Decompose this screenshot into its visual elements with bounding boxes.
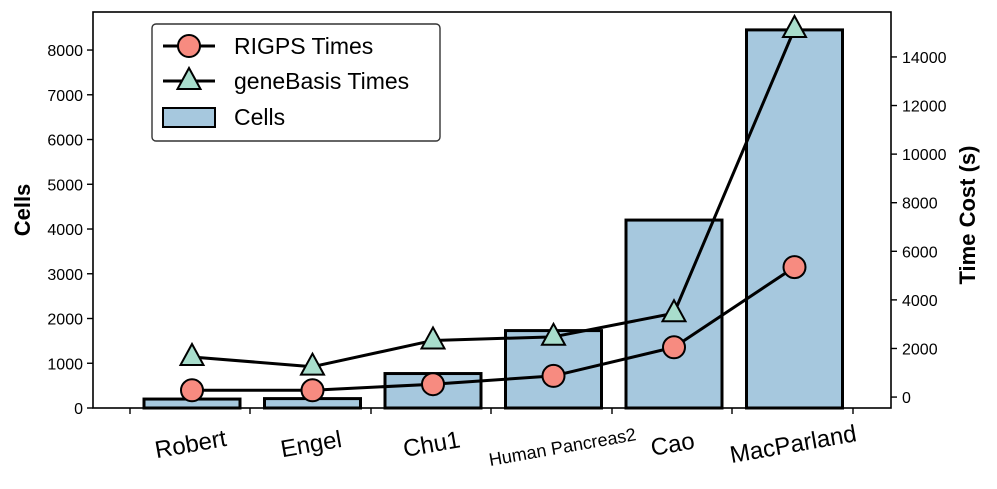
x-category-label: Robert <box>153 425 229 464</box>
point-circle-2 <box>421 372 445 397</box>
point-triangle-2 <box>419 325 447 350</box>
legend-label-genebasis: geneBasis Times <box>234 68 409 94</box>
series-line-circle <box>192 265 796 392</box>
right-axis-title: Time Cost (s) <box>955 146 980 285</box>
left-tick-label: 2000 <box>47 312 83 329</box>
series-line-triangle <box>191 28 796 369</box>
x-category-label: Cao <box>649 427 697 461</box>
right-tick-label: 4000 <box>902 293 938 310</box>
right-tick-label: 10000 <box>902 147 947 164</box>
left-tick-label: 7000 <box>47 88 83 105</box>
left-tick-label: 6000 <box>47 133 83 150</box>
right-tick-label: 14000 <box>902 50 947 67</box>
point-circle-3 <box>541 363 566 388</box>
right-tick-label: 0 <box>902 390 911 407</box>
legend: RIGPS Times geneBasis Times Cells <box>151 23 441 142</box>
right-tick-label: 8000 <box>902 196 938 213</box>
point-circle-1 <box>300 378 325 403</box>
left-tick-label: 4000 <box>47 222 83 239</box>
left-axis-title: Cells <box>10 184 35 237</box>
x-category-label: Human Pancreas2 <box>487 424 637 470</box>
point-triangle-3 <box>540 321 567 346</box>
x-category-label: Engel <box>279 426 344 463</box>
point-circle-5 <box>782 255 807 280</box>
point-triangle-5 <box>781 13 808 38</box>
legend-label-rigps: RIGPS Times <box>234 33 373 59</box>
left-tick-label: 3000 <box>47 267 83 284</box>
left-tick-label: 8000 <box>47 43 83 60</box>
left-tick-label: 1000 <box>47 356 83 373</box>
legend-circle-marker <box>177 34 201 58</box>
legend-bar-swatch <box>162 107 216 128</box>
right-tick-label: 12000 <box>902 99 947 116</box>
plot-frame <box>92 11 892 409</box>
legend-triangle-marker <box>175 65 203 90</box>
legend-box <box>151 23 441 142</box>
bar-macparland <box>745 28 844 410</box>
left-tick-label: 0 <box>74 401 83 418</box>
point-triangle-1 <box>299 351 326 376</box>
point-circle-4 <box>662 335 686 360</box>
point-triangle-4 <box>660 298 688 323</box>
right-tick-label: 6000 <box>902 244 938 261</box>
x-category-label: Chu1 <box>401 426 462 463</box>
lines-layer <box>178 13 808 403</box>
point-triangle-0 <box>178 341 206 366</box>
point-circle-0 <box>180 378 204 403</box>
left-tick-label: 5000 <box>47 177 83 194</box>
right-tick-label: 2000 <box>902 341 938 358</box>
x-category-label: MacParland <box>728 420 859 469</box>
legend-label-cells: Cells <box>234 104 285 130</box>
